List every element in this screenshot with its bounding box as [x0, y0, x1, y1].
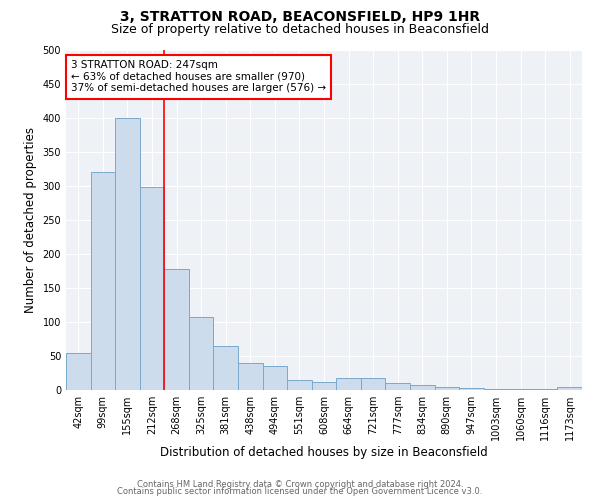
Bar [361, 378, 385, 390]
Bar [164, 269, 189, 390]
Text: Contains HM Land Registry data © Crown copyright and database right 2024.: Contains HM Land Registry data © Crown c… [137, 480, 463, 489]
Text: Contains public sector information licensed under the Open Government Licence v3: Contains public sector information licen… [118, 487, 482, 496]
Bar [312, 382, 336, 390]
Bar [189, 316, 214, 390]
Bar [410, 385, 434, 390]
Bar [459, 388, 484, 390]
Bar [115, 118, 140, 390]
Bar [484, 388, 508, 390]
Bar [336, 378, 361, 390]
Y-axis label: Number of detached properties: Number of detached properties [24, 127, 37, 313]
Bar [214, 346, 238, 390]
Bar [434, 386, 459, 390]
Bar [66, 352, 91, 390]
Bar [263, 366, 287, 390]
Bar [385, 383, 410, 390]
Bar [91, 172, 115, 390]
Bar [287, 380, 312, 390]
Bar [238, 363, 263, 390]
Text: 3 STRATTON ROAD: 247sqm
← 63% of detached houses are smaller (970)
37% of semi-d: 3 STRATTON ROAD: 247sqm ← 63% of detache… [71, 60, 326, 94]
Bar [557, 386, 582, 390]
Text: 3, STRATTON ROAD, BEACONSFIELD, HP9 1HR: 3, STRATTON ROAD, BEACONSFIELD, HP9 1HR [120, 10, 480, 24]
Bar [140, 188, 164, 390]
Text: Size of property relative to detached houses in Beaconsfield: Size of property relative to detached ho… [111, 22, 489, 36]
X-axis label: Distribution of detached houses by size in Beaconsfield: Distribution of detached houses by size … [160, 446, 488, 459]
